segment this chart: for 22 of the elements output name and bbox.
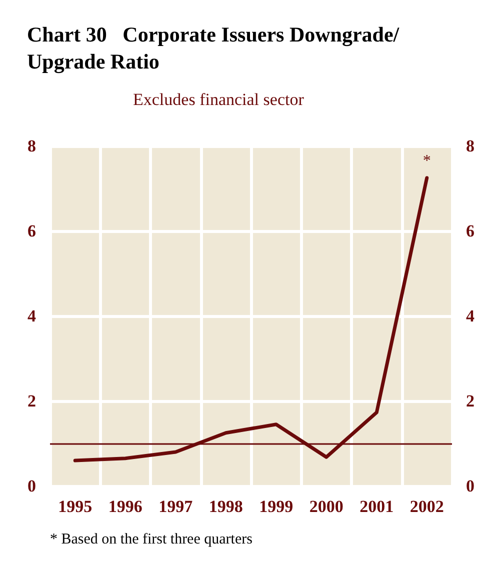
y-tick-label: 4 — [28, 306, 36, 326]
x-tick-label: 1997 — [158, 497, 194, 516]
x-tick-label: 1996 — [108, 497, 142, 516]
chart-subtitle: Excludes financial sector — [133, 90, 304, 109]
x-tick-label: 1998 — [208, 497, 243, 516]
y2-tick-label: 0 — [466, 476, 474, 496]
y2-tick-label: 2 — [466, 392, 474, 410]
chart-title: Chart 30 Corporate Issuers Downgrade/Upgrade Ratio — [27, 22, 400, 74]
y-tick-label: 0 — [28, 476, 36, 496]
x-tick-label: 1999 — [259, 497, 294, 516]
y2-tick-label: 6 — [466, 222, 474, 240]
y-tick-label: 2 — [28, 392, 36, 410]
y-tick-label: 6 — [28, 222, 36, 240]
text: * Based on the first three quarters — [50, 532, 253, 548]
y-tick-label: 8 — [28, 136, 36, 156]
x-tick-label: 2000 — [309, 497, 344, 516]
x-tick-label: 1995 — [58, 497, 92, 516]
y2-tick-label: 4 — [466, 306, 475, 326]
x-tick-label: 2002 — [410, 497, 444, 516]
x-tick-label: 2001 — [360, 497, 394, 516]
y2-tick-label: 8 — [466, 136, 474, 156]
annotation: * — [422, 152, 431, 170]
